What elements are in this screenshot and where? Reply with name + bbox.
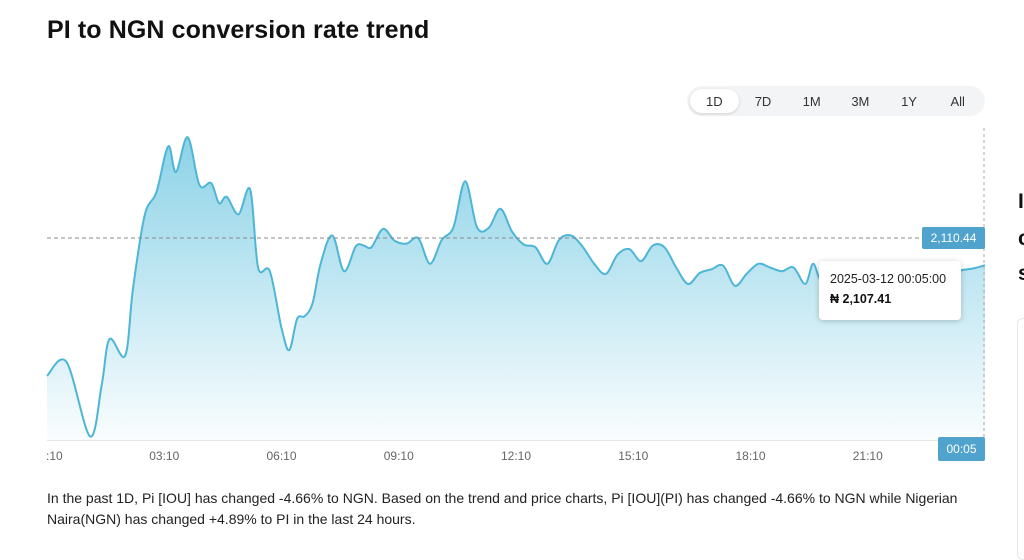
price-chart[interactable]: :10 03:10 06:10 09:10 12:10 15:10 18:10 21:10 <box>0 0 1024 543</box>
side-panel-glyph: c <box>1018 227 1024 250</box>
tab-1m[interactable]: 1M <box>787 89 836 113</box>
x-tick-label: 09:10 <box>384 449 414 463</box>
tab-all[interactable]: All <box>933 89 982 113</box>
summary-text: In the past 1D, Pi [IOU] has changed -4.… <box>47 490 958 527</box>
x-tick-label: 03:10 <box>149 449 179 463</box>
x-tick-label: 06:10 <box>266 449 296 463</box>
tab-1d[interactable]: 1D <box>690 89 739 113</box>
tab-3m[interactable]: 3M <box>836 89 885 113</box>
tab-1y[interactable]: 1Y <box>885 89 934 113</box>
side-panel-glyph: s <box>1018 262 1024 285</box>
current-price-badge: 2,110.44 <box>922 227 985 249</box>
tooltip-time: 2025-03-12 00:05:00 <box>830 272 947 286</box>
tab-7d[interactable]: 7D <box>739 89 788 113</box>
time-range-tabs: 1D 7D 1M 3M 1Y All <box>687 86 985 116</box>
x-tick-label: 15:10 <box>618 449 648 463</box>
x-tick-label: :10 <box>46 449 63 463</box>
x-tick-label: 12:10 <box>501 449 531 463</box>
area-fill <box>47 137 985 440</box>
current-time-badge: 00:05 <box>938 437 985 461</box>
page-title: PI to NGN conversion rate trend <box>47 16 430 44</box>
tooltip-value: ₦ 2,107.41 <box>830 292 892 306</box>
side-panel-glyph: I <box>1018 190 1024 213</box>
side-panel-card <box>1017 318 1024 560</box>
x-tick-label: 18:10 <box>735 449 765 463</box>
x-tick-label: 21:10 <box>853 449 883 463</box>
chart-tooltip: 2025-03-12 00:05:00 ₦ 2,107.41 <box>819 261 961 320</box>
